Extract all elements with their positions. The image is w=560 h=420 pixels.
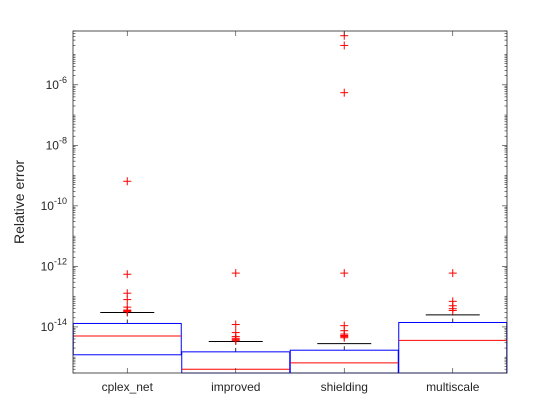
y-tick-label: 10-14 xyxy=(41,317,67,334)
y-axis-title: Relative error xyxy=(11,160,27,244)
outlier-marker xyxy=(123,177,132,186)
outlier-marker xyxy=(340,269,349,278)
outlier-marker xyxy=(448,269,457,278)
y-tick-label: 10-12 xyxy=(41,256,67,273)
plot-area-background xyxy=(73,31,507,373)
outlier-marker xyxy=(231,328,240,337)
outlier-marker xyxy=(123,303,132,312)
x-tick-label-multiscale: multiscale xyxy=(426,380,480,394)
x-tick-label-shielding: shielding xyxy=(321,380,368,394)
y-tick-label: 10-6 xyxy=(46,75,67,92)
plot-frame xyxy=(72,30,508,374)
x-tick-label-cplex_net: cplex_net xyxy=(102,380,154,394)
axes-layer: 10-14 10-12 10-10 10-8 10-6 cplex_net improved… xyxy=(41,30,508,394)
outlier-marker xyxy=(340,41,349,50)
y-tick-label: 10-10 xyxy=(41,196,67,213)
x-tick-label-improved: improved xyxy=(211,380,260,394)
outlier-marker xyxy=(448,297,457,306)
outlier-marker xyxy=(340,321,349,330)
box-group-cplex_net xyxy=(72,177,182,356)
outlier-marker xyxy=(123,289,132,298)
y-tick-label: 10-8 xyxy=(46,135,67,152)
outlier-marker xyxy=(123,270,132,279)
outlier-marker xyxy=(231,269,240,278)
outlier-marker xyxy=(340,88,349,97)
outlier-marker xyxy=(231,320,240,329)
